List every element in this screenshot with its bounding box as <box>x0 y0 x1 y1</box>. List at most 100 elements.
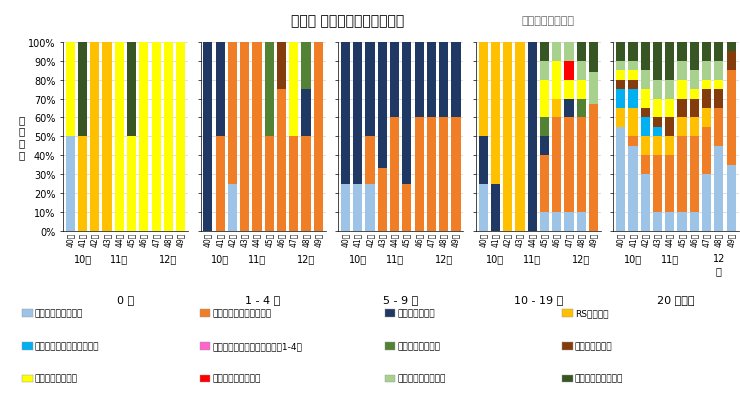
Bar <box>589 73 598 105</box>
Bar <box>702 62 711 81</box>
Bar <box>589 41 598 73</box>
Bar <box>665 118 674 137</box>
Bar <box>164 43 173 231</box>
Bar <box>576 99 586 118</box>
Bar <box>727 71 736 165</box>
Bar <box>552 43 562 62</box>
Bar <box>628 137 638 146</box>
Bar <box>127 137 136 231</box>
Bar <box>690 212 699 231</box>
Bar <box>690 71 699 90</box>
Bar <box>678 99 687 118</box>
Bar <box>540 118 549 137</box>
Bar <box>552 118 562 212</box>
Bar <box>714 43 724 62</box>
Bar <box>289 137 298 231</box>
Bar <box>565 99 574 118</box>
Bar <box>653 128 662 137</box>
Bar <box>616 81 625 90</box>
Bar <box>678 118 687 137</box>
Bar <box>228 43 237 184</box>
Bar <box>540 156 549 212</box>
Bar <box>439 43 448 118</box>
Text: 11月: 11月 <box>386 254 403 263</box>
Bar <box>628 146 638 231</box>
Bar <box>139 43 149 231</box>
Bar <box>451 43 460 118</box>
Bar <box>341 184 350 231</box>
Bar <box>565 81 574 99</box>
Bar <box>616 43 625 62</box>
Bar <box>152 43 161 231</box>
Bar <box>491 43 500 184</box>
Bar <box>176 43 185 231</box>
Bar <box>576 212 586 231</box>
Bar <box>641 137 650 156</box>
Bar <box>653 118 662 128</box>
Bar <box>616 128 625 231</box>
Bar <box>540 62 549 81</box>
Bar <box>390 43 399 118</box>
Bar <box>341 43 350 184</box>
Bar <box>678 81 687 99</box>
Bar <box>641 118 650 137</box>
Bar <box>576 118 586 212</box>
Bar <box>479 184 488 231</box>
Bar <box>641 71 650 90</box>
Bar <box>665 212 674 231</box>
Bar <box>565 43 574 62</box>
Text: 5 - 9 歳: 5 - 9 歳 <box>383 294 418 304</box>
Text: 10月: 10月 <box>349 254 367 263</box>
Bar <box>690 43 699 71</box>
Bar <box>204 43 212 231</box>
Bar <box>665 99 674 118</box>
Bar <box>366 137 374 184</box>
Bar <box>690 118 699 137</box>
Bar <box>427 118 436 231</box>
Text: 11月: 11月 <box>110 254 128 263</box>
Bar <box>678 137 687 212</box>
Text: ヒトメタニューモウイルス: ヒトメタニューモウイルス <box>35 341 99 350</box>
Text: ヒトコロナウイルス: ヒトコロナウイルス <box>397 374 445 383</box>
Text: 20 歳以上: 20 歳以上 <box>657 294 695 304</box>
Bar <box>414 43 424 118</box>
Bar <box>714 81 724 90</box>
Text: 年齢別 病原体検出割合の推移: 年齢別 病原体検出割合の推移 <box>291 14 405 28</box>
Bar <box>552 212 562 231</box>
Bar <box>540 81 549 118</box>
Bar <box>576 81 586 99</box>
Text: 0 歳: 0 歳 <box>117 294 134 304</box>
Bar <box>628 43 638 62</box>
Text: 10月: 10月 <box>624 254 642 263</box>
Bar <box>353 43 363 184</box>
Bar <box>115 43 124 231</box>
Bar <box>265 43 274 137</box>
Bar <box>540 43 549 62</box>
Bar <box>78 43 87 137</box>
Bar <box>616 62 625 71</box>
Bar <box>653 43 662 81</box>
Bar <box>552 62 562 99</box>
Bar <box>540 137 549 156</box>
Text: 12
月: 12 月 <box>713 254 725 275</box>
Bar <box>265 137 274 231</box>
Text: 12月: 12月 <box>434 254 453 263</box>
Bar <box>702 128 711 175</box>
Bar <box>628 71 638 81</box>
Text: 12月: 12月 <box>572 254 591 263</box>
Bar <box>102 43 112 231</box>
Bar <box>301 43 311 90</box>
Bar <box>641 90 650 109</box>
Bar <box>702 81 711 90</box>
Bar <box>665 137 674 156</box>
Bar <box>714 62 724 81</box>
Bar <box>565 118 574 212</box>
Bar <box>427 43 436 118</box>
Bar <box>727 165 736 231</box>
Bar <box>240 43 249 231</box>
Bar <box>215 137 225 231</box>
Text: 10月: 10月 <box>73 254 92 263</box>
Bar <box>403 43 411 184</box>
Text: 11月: 11月 <box>661 254 679 263</box>
Text: ライノウイルス: ライノウイルス <box>397 308 435 317</box>
